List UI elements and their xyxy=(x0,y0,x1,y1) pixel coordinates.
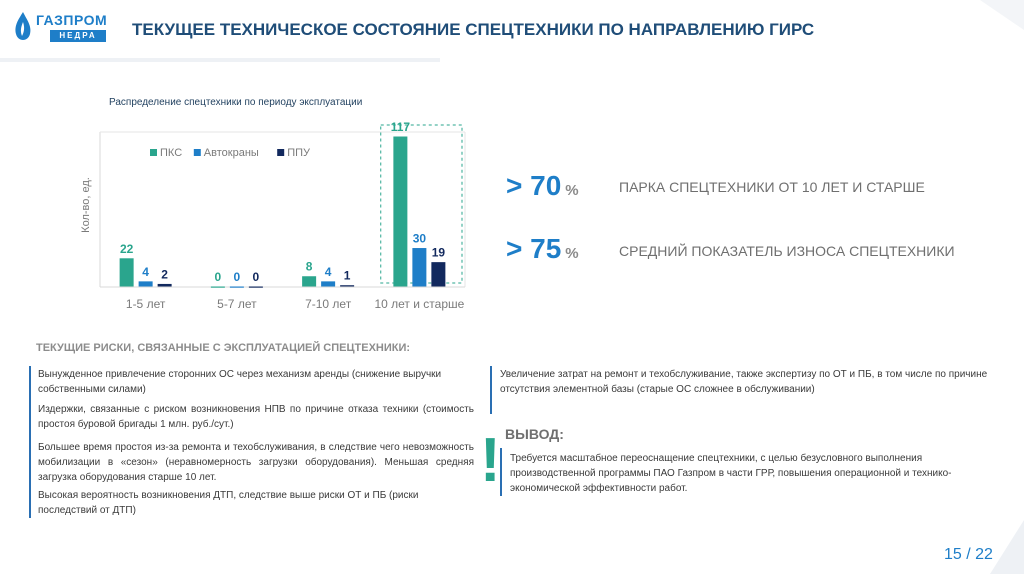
data-label-ПКС-0: 22 xyxy=(120,242,134,256)
legend-swatch-ППУ xyxy=(277,149,285,156)
legend-swatch-Автокраны xyxy=(193,149,201,156)
flame-icon xyxy=(15,12,31,40)
data-label-Автокраны-3: 30 xyxy=(413,232,427,246)
data-label-ППУ-1: 0 xyxy=(253,270,260,284)
stat-value-1-unit: % xyxy=(565,182,579,199)
data-label-Автокраны-0: 4 xyxy=(142,265,149,279)
x-tick-label: 5-7 лет xyxy=(217,297,257,311)
conclusion-title: ВЫВОД: xyxy=(505,426,564,442)
bar-ППУ-3 xyxy=(431,262,446,287)
risks-left-bar xyxy=(29,366,31,518)
stat-value-2-unit: % xyxy=(565,245,579,262)
y-axis-label: Кол-во, ед. xyxy=(80,177,92,233)
stat-value-1-number: > 70 xyxy=(506,170,562,201)
logo-subtitle: НЕДРА xyxy=(50,30,106,42)
legend-label-ППУ: ППУ xyxy=(287,147,311,159)
stat-value-2: > 75% xyxy=(506,233,579,265)
data-label-ППУ-2: 1 xyxy=(344,269,351,283)
bar-Автокраны-3 xyxy=(412,248,427,287)
risk-item-1: Вынужденное привлечение сторонних ОС чер… xyxy=(38,369,442,395)
data-label-Автокраны-2: 4 xyxy=(325,265,332,279)
bar-Автокраны-2 xyxy=(321,281,336,287)
logo-brand: ГАЗПРОМ xyxy=(36,12,108,28)
data-label-ПКС-3: 117 xyxy=(391,120,411,134)
stat-value-2-number: > 75 xyxy=(506,233,562,264)
conclusion-bar xyxy=(500,448,502,496)
x-tick-label: 7-10 лет xyxy=(305,297,352,311)
data-label-ПКС-2: 8 xyxy=(306,260,313,274)
bar-ППУ-0 xyxy=(157,283,172,287)
x-tick-label: 1-5 лет xyxy=(126,297,166,311)
risk-item-3: Большее время простоя из-за ремонта и те… xyxy=(38,442,474,483)
stat-text-1: ПАРКА СПЕЦТЕХНИКИ ОТ 10 ЛЕТ И СТАРШЕ xyxy=(619,179,925,195)
exclamation-icon: ! xyxy=(480,426,501,495)
data-label-ППУ-0: 2 xyxy=(161,267,168,281)
legend-swatch-ПКС xyxy=(150,149,157,156)
page-title: ТЕКУЩЕЕ ТЕХНИЧЕСКОЕ СОСТОЯНИЕ СПЕЦТЕХНИК… xyxy=(132,20,815,39)
stat-text-2: СРЕДНИЙ ПОКАЗАТЕЛЬ ИЗНОСА СПЕЦТЕХНИКИ xyxy=(619,243,955,259)
legend-label-Автокраны: Автокраны xyxy=(204,147,259,159)
risks-title: ТЕКУЩИЕ РИСКИ, СВЯЗАННЫЕ С ЭКСПЛУАТАЦИЕЙ… xyxy=(36,342,411,354)
data-label-ППУ-3: 19 xyxy=(432,246,446,260)
bar-Автокраны-1 xyxy=(229,286,244,288)
gazprom-logo: ГАЗПРОМ НЕДРА xyxy=(10,8,108,48)
data-label-ПКС-1: 0 xyxy=(215,270,222,284)
corner-decoration xyxy=(980,0,1024,574)
bar-ППУ-2 xyxy=(340,285,355,287)
risk-item-2: Издержки, связанные с риском возникновен… xyxy=(38,404,474,430)
stat-value-1: > 70% xyxy=(506,170,579,202)
chart-title: Распределение спецтехники по периоду экс… xyxy=(109,97,363,108)
conclusion-text: Требуется масштабное переоснащение спецт… xyxy=(510,453,952,494)
risk-item-4: Высокая вероятность возникновения ДТП, с… xyxy=(38,490,419,516)
x-tick-label: 10 лет и старше xyxy=(374,297,464,311)
bar-Автокраны-0 xyxy=(138,281,153,287)
bar-ППУ-1 xyxy=(248,286,263,288)
bar-ПКС-3 xyxy=(393,136,408,287)
legend-label-ПКС: ПКС xyxy=(160,147,182,159)
risks-right-bar xyxy=(490,366,492,414)
bar-ПКС-2 xyxy=(302,276,317,287)
bar-ПКС-1 xyxy=(210,286,225,288)
risk-item-right: Увеличение затрат на ремонт и техобслужи… xyxy=(500,369,988,395)
title-underline xyxy=(0,58,440,62)
bar-ПКС-0 xyxy=(119,258,134,287)
data-label-Автокраны-1: 0 xyxy=(234,270,241,284)
page-number: 15 / 22 xyxy=(944,546,993,563)
